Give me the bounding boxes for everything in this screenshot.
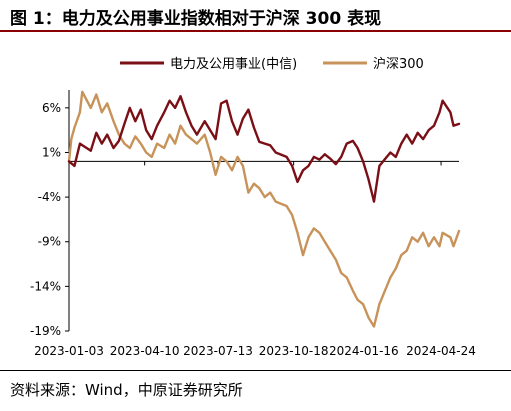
x-tick-label: 2024-04-24 [406,344,476,358]
x-tick-label: 2023-07-13 [183,344,253,358]
series-line-hs300 [67,90,461,328]
series-line-utilities [67,95,461,203]
source-note: 资料来源：Wind，中原证券研究所 [10,381,243,399]
x-tick-label: 2024-01-16 [329,344,399,358]
chart-title: 图 1：电力及公用事业指数相对于沪深 300 表现 [10,9,382,29]
y-tick-label: -19% [30,324,61,338]
y-tick-label: 1% [42,145,61,159]
legend-item-utilities-label: 电力及公用事业(中信) [170,57,297,72]
source-bar: 资料来源：Wind，中原证券研究所 [0,370,511,411]
x-tick-label: 2023-01-03 [34,344,104,358]
x-tick-label: 2023-10-18 [259,344,329,358]
legend-item-hs300-label: 沪深300 [373,56,424,72]
y-tick-label: 6% [42,101,61,115]
y-tick-label: -9% [38,235,61,249]
y-tick-label: -14% [30,279,61,293]
title-bar: 图 1：电力及公用事业指数相对于沪深 300 表现 [0,0,511,32]
x-tick-label: 2023-04-10 [110,344,180,358]
y-tick-label: -4% [38,190,61,204]
chart-area: 6%1%-4%-9%-14%-19%2023-01-03 2023-04-10 20… [30,56,476,358]
